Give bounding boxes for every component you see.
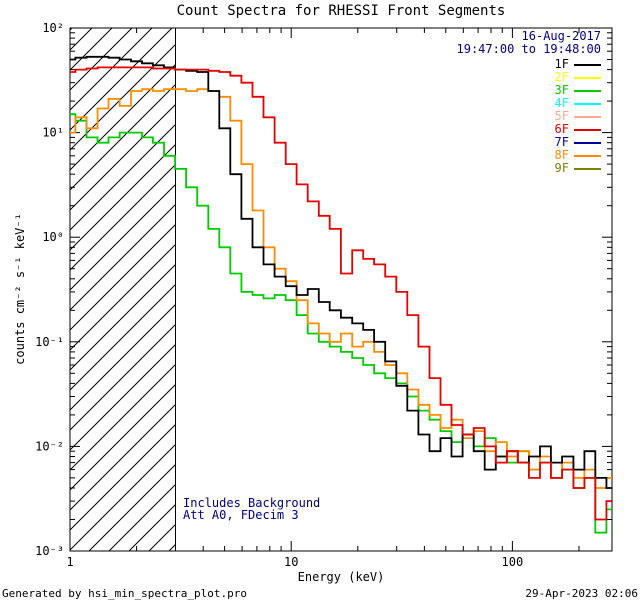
x-tick-label: 1	[66, 555, 73, 569]
x-tick-label: 100	[502, 555, 524, 569]
chart-title: Count Spectra for RHESSI Front Segments	[176, 3, 506, 19]
legend-item-9F: 9F	[555, 162, 601, 175]
y-tick-label: 10⁻²	[35, 439, 64, 453]
legend-swatch	[574, 63, 601, 66]
hatched-region	[70, 28, 176, 551]
x-tick-label: 10	[284, 555, 298, 569]
legend-swatch	[574, 76, 601, 79]
legend-label: 5F	[554, 109, 569, 123]
legend: 1F 2F 3F 4F 5F 6F 7F 8F 9F	[555, 58, 601, 175]
legend-label: 6F	[554, 122, 569, 136]
legend-label: 4F	[554, 96, 569, 110]
legend-item-4F: 4F	[555, 97, 601, 110]
plot-notes: Includes Background Att A0, FDecim 3	[183, 497, 320, 521]
legend-label: 7F	[554, 135, 569, 149]
axis-ticks	[69, 27, 612, 552]
legend-item-6F: 6F	[555, 123, 601, 136]
y-tick-label: 10¹	[42, 126, 64, 140]
legend-swatch	[574, 141, 601, 144]
date-label: 16-Aug-2017	[521, 29, 601, 43]
x-tick-labels: 1 10 100	[66, 555, 523, 569]
legend-swatch	[574, 154, 601, 157]
x-axis-label: Energy (keV)	[297, 570, 385, 584]
legend-swatch	[574, 89, 601, 92]
axis-box	[69, 27, 613, 552]
series-8F-line	[70, 88, 612, 489]
legend-label: 2F	[554, 70, 569, 84]
y-tick-label: 10⁰	[42, 230, 64, 244]
legend-item-3F: 3F	[555, 84, 601, 97]
legend-label: 9F	[554, 161, 569, 175]
legend-item-1F: 1F	[555, 58, 601, 71]
legend-item-7F: 7F	[555, 136, 601, 149]
legend-label: 1F	[554, 57, 569, 71]
legend-label: 3F	[554, 83, 569, 97]
y-tick-label: 10⁻¹	[35, 335, 64, 349]
y-tick-labels: 10² 10¹ 10⁰ 10⁻¹ 10⁻² 10⁻³	[35, 21, 64, 558]
legend-swatch	[574, 115, 601, 118]
note-att-fdecim: Att A0, FDecim 3	[183, 508, 299, 522]
legend-label: 8F	[554, 148, 569, 162]
note-includes-background: Includes Background	[183, 496, 321, 510]
time-range-label: 19:47:00 to 19:48:00	[456, 42, 602, 56]
y-tick-label: 10²	[42, 21, 64, 35]
generation-timestamp: 29-Apr-2023 02:06	[525, 587, 638, 600]
y-axis-label: counts cm⁻² s⁻¹ keV⁻¹	[13, 213, 27, 365]
series-group	[70, 55, 612, 534]
legend-swatch	[574, 167, 601, 170]
legend-item-2F: 2F	[555, 71, 601, 84]
legend-item-8F: 8F	[555, 149, 601, 162]
generated-by-label: Generated by hsi_min_spectra_plot.pro	[2, 587, 248, 600]
legend-swatch	[574, 102, 601, 105]
series-6F-line	[70, 66, 612, 521]
y-tick-label: 10⁻³	[35, 544, 64, 558]
legend-item-5F: 5F	[555, 110, 601, 123]
legend-swatch	[574, 128, 601, 131]
